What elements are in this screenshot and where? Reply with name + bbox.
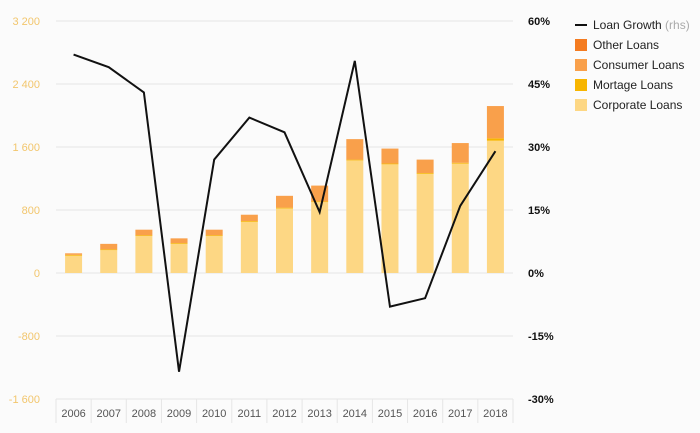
x-tick-label: 2007 — [96, 408, 120, 420]
y-right-tick-label: 30% — [528, 142, 550, 154]
y-right-tick-label: -15% — [528, 331, 554, 343]
bar-segment — [451, 163, 469, 273]
y-left-tick-label: 3 200 — [12, 16, 40, 28]
bar-segment — [135, 235, 153, 236]
bar-segment — [311, 202, 329, 273]
loan-growth-line — [73, 53, 497, 372]
bar-segment — [135, 235, 153, 273]
y-right-tick-label: 0% — [528, 268, 544, 280]
bar-segment — [346, 159, 364, 161]
x-tick-label: 2012 — [272, 408, 296, 420]
bar-segment — [486, 138, 504, 141]
x-tick-label: 2009 — [167, 408, 191, 420]
y-left-tick-label: 800 — [22, 205, 40, 217]
legend-label: Other Loans — [593, 38, 659, 52]
bar-segment — [240, 221, 258, 222]
x-tick-label: 2015 — [378, 408, 402, 420]
legend-swatch — [575, 39, 587, 51]
bar-segment — [381, 148, 399, 164]
legend-swatch — [575, 59, 587, 71]
bar-segment — [170, 243, 188, 273]
bar-segment — [451, 162, 469, 164]
x-tick-label: 2018 — [483, 408, 507, 420]
bar-segment — [100, 250, 118, 273]
bar-segment — [65, 253, 83, 255]
x-tick-label: 2014 — [343, 408, 367, 420]
bar-segment — [276, 195, 293, 208]
bar-segment — [135, 229, 153, 236]
y-right-tick-label: 15% — [528, 205, 550, 217]
bar-segment — [100, 243, 118, 250]
bar-segment — [276, 207, 293, 209]
legend-label: Corporate Loans — [593, 98, 682, 112]
x-tick-label: 2013 — [307, 408, 331, 420]
bar-segment — [276, 208, 293, 273]
bar-segment — [381, 163, 399, 165]
bar-segment — [240, 214, 258, 222]
x-tick-label: 2011 — [238, 408, 262, 420]
legend-label: Mortage Loans — [593, 78, 673, 92]
x-tick-label: 2010 — [202, 408, 226, 420]
legend-swatch — [575, 99, 587, 111]
bar-segment — [451, 143, 469, 163]
bar-segment — [205, 235, 223, 236]
bar-segment — [240, 221, 258, 273]
bar-segment — [416, 172, 434, 174]
x-tick-label: 2008 — [132, 408, 156, 420]
legend-suffix: (rhs) — [662, 18, 690, 32]
bar-segment — [205, 229, 223, 236]
bar-segment — [381, 164, 399, 273]
bar-segment — [486, 140, 504, 273]
legend-label: Loan Growth (rhs) — [593, 18, 690, 32]
bar-segment — [100, 249, 118, 251]
bar-segment — [416, 159, 434, 173]
y-left-tick-label: 0 — [34, 268, 40, 280]
x-tick-label: 2006 — [61, 408, 85, 420]
bar-segment — [311, 201, 329, 203]
legend-label: Consumer Loans — [593, 58, 684, 72]
y-right-tick-label: 45% — [528, 79, 550, 91]
bar-segment — [205, 235, 223, 273]
legend-swatch — [575, 79, 587, 91]
y-left-tick-label: -800 — [18, 331, 40, 343]
y-left-tick-label: 1 600 — [12, 142, 40, 154]
bar-segment — [346, 160, 364, 273]
y-right-tick-label: 60% — [528, 16, 550, 28]
y-left-tick-label: 2 400 — [12, 79, 40, 91]
y-left-tick-label: -1 600 — [9, 394, 40, 406]
bar-segment — [486, 106, 504, 139]
bar-segment — [65, 255, 83, 273]
x-tick-label: 2017 — [448, 408, 472, 420]
bar-segment — [65, 254, 83, 256]
bar-segment — [170, 243, 188, 244]
bar-segment — [416, 173, 434, 273]
y-right-tick-label: -30% — [528, 394, 554, 406]
x-tick-label: 2016 — [413, 408, 437, 420]
bar-segment — [170, 238, 188, 244]
bar-segment — [346, 139, 364, 160]
